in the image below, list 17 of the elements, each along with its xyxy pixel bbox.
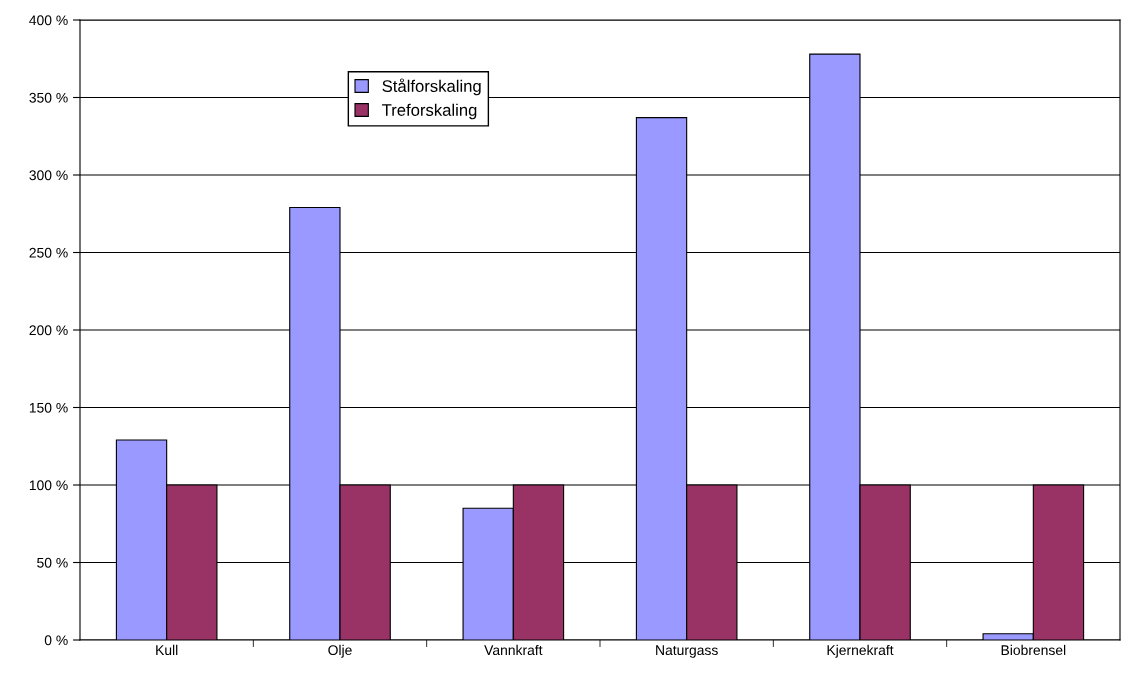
- x-tick-label: Kjernekraft: [827, 644, 894, 658]
- x-tick-label: Olje: [328, 644, 352, 658]
- legend-label: Treforskaling: [382, 103, 477, 120]
- y-tick-label: 400 %: [29, 15, 68, 26]
- x-tick-label: Vannkraft: [484, 644, 543, 656]
- y-tick-label: 150 %: [29, 402, 68, 413]
- y-tick-label: 250 %: [29, 247, 68, 258]
- x-tick-label: Biobrensel: [1001, 644, 1066, 656]
- y-tick-label: 200 %: [29, 325, 68, 336]
- y-tick-label: 0 %: [44, 635, 68, 646]
- legend-label: Stålforskaling: [382, 78, 481, 96]
- y-tick-label: 350 %: [29, 92, 68, 103]
- y-tick-label: 300 %: [29, 170, 68, 181]
- y-tick-label: 50 %: [37, 557, 68, 568]
- y-tick-label: 100 %: [29, 480, 68, 491]
- x-tick-label: Kull: [156, 644, 178, 656]
- x-tick-label: Naturgass: [656, 645, 718, 658]
